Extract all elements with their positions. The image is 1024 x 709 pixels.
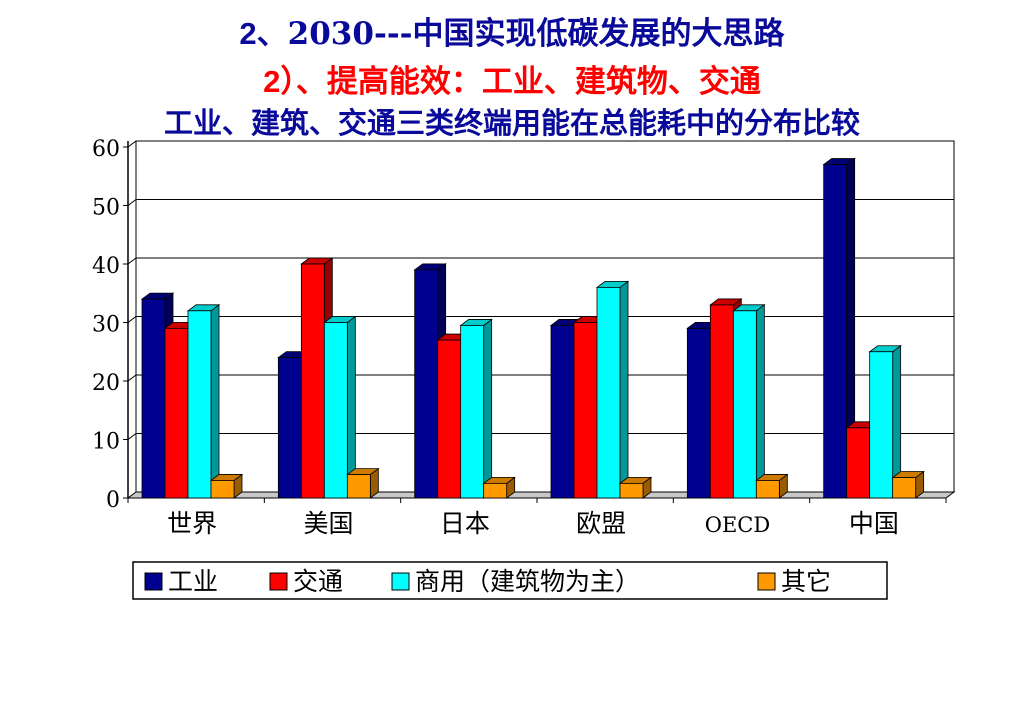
bar (164, 327, 189, 499)
y-tick-label: 0 (106, 488, 120, 513)
legend-swatch (144, 572, 163, 591)
bar-side (210, 303, 220, 499)
bar (550, 325, 575, 499)
bar (483, 482, 508, 499)
bar (323, 322, 348, 499)
legend-label: 其它 (781, 567, 831, 596)
bar (346, 474, 371, 499)
legend-swatch (757, 572, 776, 591)
slide-subtitle-prefix: 2 (263, 64, 281, 99)
bar (437, 339, 462, 499)
gridline (127, 316, 954, 323)
bar (573, 322, 598, 499)
x-category-label: 世界 (167, 509, 217, 538)
slide-subtitle-text: ）、提高能效：工业、建筑物、交通 (280, 64, 761, 100)
gridline (127, 199, 954, 206)
legend-swatch (391, 572, 410, 591)
bar (277, 357, 302, 499)
bar (414, 269, 439, 499)
y-tick-label: 20 (92, 371, 120, 396)
bar (846, 427, 871, 499)
legend-label: 交通 (293, 567, 343, 596)
slide-subtitle: 2）、提高能效：工业、建筑物、交通 (0, 56, 1024, 100)
bar (686, 327, 711, 499)
slide-title-prefix: 2 (239, 16, 257, 51)
gridline (127, 140, 954, 148)
bar (709, 304, 734, 499)
bar (460, 325, 485, 499)
bar (187, 310, 212, 499)
bar (619, 482, 644, 499)
bar-side (755, 303, 765, 499)
legend-swatch (269, 572, 288, 591)
legend-label: 商用（建筑物为主） (415, 567, 640, 596)
y-tick-label: 10 (92, 430, 120, 455)
bar (755, 480, 780, 499)
bar-side (483, 318, 493, 499)
y-tick-label: 40 (92, 254, 120, 279)
y-tick-label: 30 (92, 313, 120, 338)
slide-title-text: 、2030---中国实现低碳发展的大思路 (256, 16, 785, 52)
slide-title: 2、2030---中国实现低碳发展的大思路 (0, 8, 1024, 52)
bar (732, 310, 757, 499)
bar (823, 164, 848, 499)
x-category-label: 中国 (849, 509, 899, 538)
chart-heading: 工业、建筑、交通三类终端用能在总能耗中的分布比较 (163, 106, 860, 140)
bar (596, 286, 621, 499)
x-category-label: 日本 (440, 509, 490, 538)
bar (892, 477, 917, 499)
bar (300, 263, 325, 499)
bar (869, 351, 894, 499)
bar-side (619, 280, 629, 499)
gridline (127, 257, 954, 265)
bar (141, 298, 166, 499)
gridline (127, 374, 954, 382)
legend-label: 工业 (168, 567, 218, 596)
x-category-label: 欧盟 (576, 509, 626, 538)
y-tick-label: 50 (92, 196, 120, 221)
gridline (127, 433, 954, 440)
x-category-label: OECD (705, 513, 770, 537)
x-category-label: 美国 (303, 509, 353, 538)
bar (210, 480, 235, 499)
y-tick-label: 60 (92, 137, 120, 162)
